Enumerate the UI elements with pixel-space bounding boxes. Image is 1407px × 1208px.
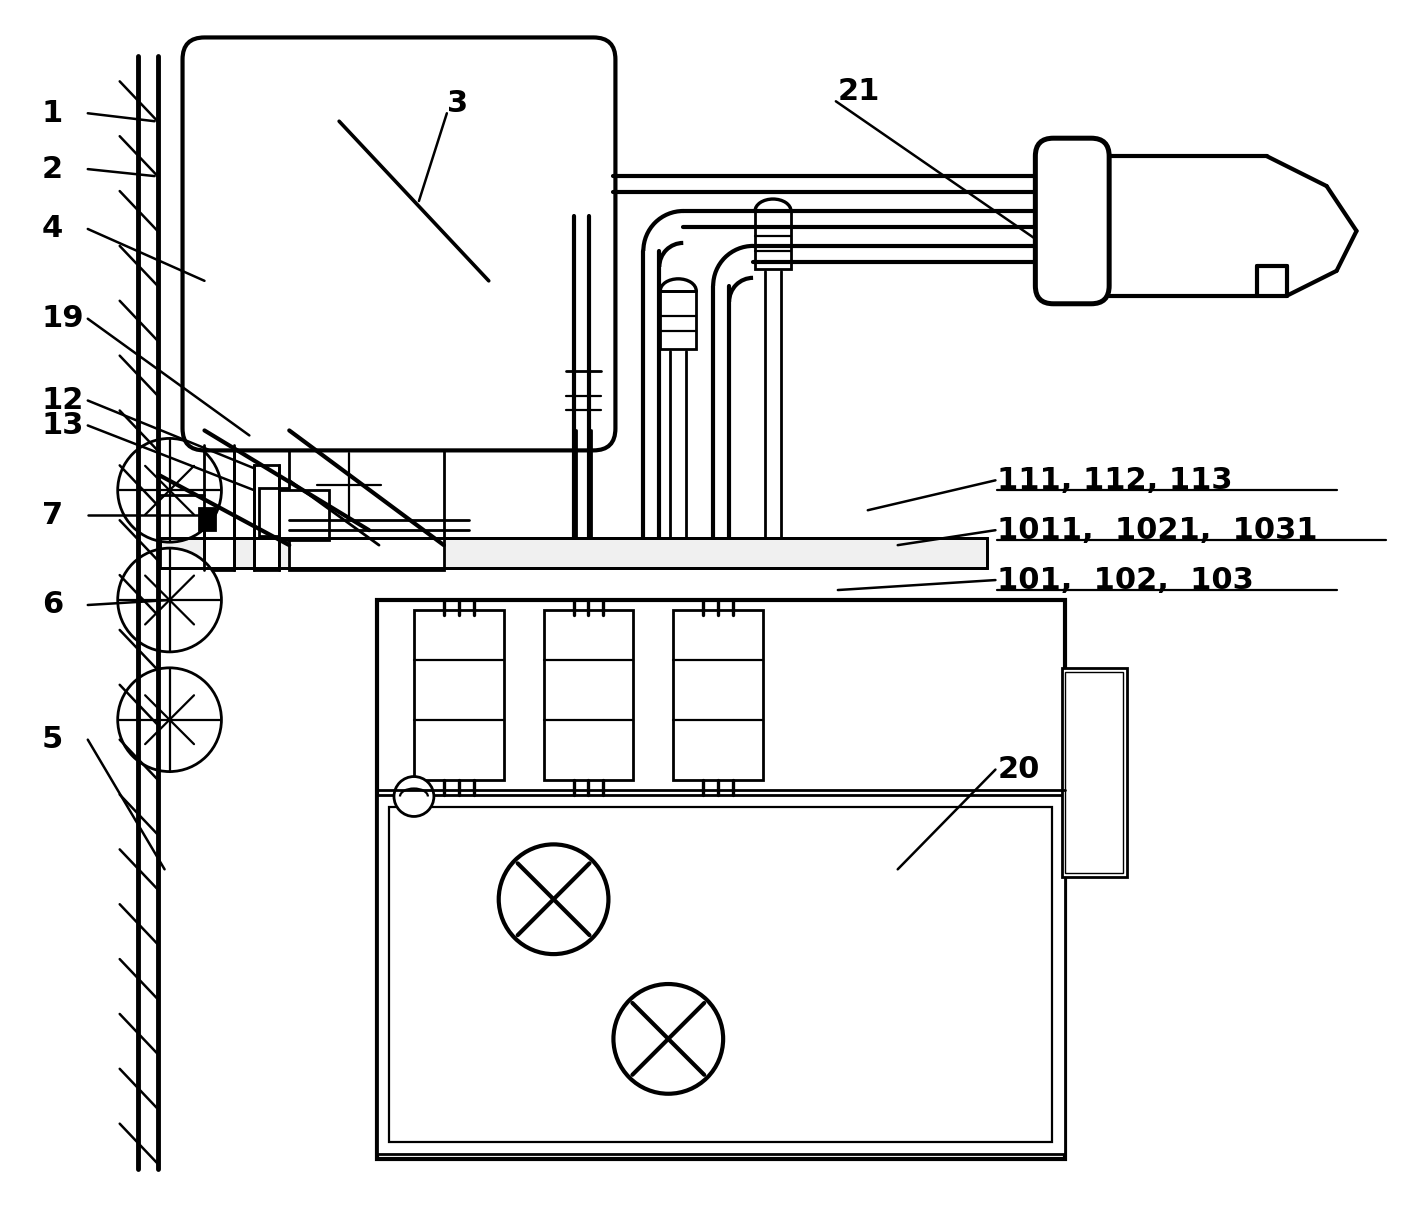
Bar (674, 610, 763, 779)
Bar (1062, 668, 1127, 877)
Bar (414, 610, 504, 779)
Text: 19: 19 (42, 304, 84, 333)
Circle shape (118, 439, 221, 542)
Bar (159, 539, 988, 568)
FancyBboxPatch shape (183, 37, 615, 451)
Bar (377, 600, 1065, 1158)
Circle shape (498, 844, 608, 954)
FancyBboxPatch shape (1036, 138, 1109, 303)
Text: 5: 5 (42, 725, 63, 754)
Circle shape (394, 777, 433, 817)
Bar (200, 509, 215, 530)
Text: 21: 21 (837, 77, 881, 106)
Bar (255, 465, 279, 570)
Circle shape (118, 668, 221, 772)
Bar (290, 430, 443, 570)
Text: 1: 1 (42, 99, 63, 128)
Circle shape (317, 453, 381, 517)
Text: 13: 13 (42, 411, 84, 440)
Bar (279, 490, 329, 540)
Text: 1011,  1021,  1031: 1011, 1021, 1031 (998, 516, 1318, 545)
Bar (259, 488, 314, 536)
Bar (756, 211, 791, 269)
Bar (1065, 672, 1123, 873)
Text: 12: 12 (42, 387, 84, 416)
Text: 7: 7 (42, 501, 63, 530)
Bar (204, 446, 235, 570)
Text: 4: 4 (42, 215, 63, 244)
Bar (388, 807, 1052, 1142)
Text: 111, 112, 113: 111, 112, 113 (998, 466, 1233, 495)
Text: 20: 20 (998, 755, 1040, 784)
Bar (566, 371, 601, 429)
Bar (543, 610, 633, 779)
Bar (660, 291, 696, 349)
Text: 6: 6 (42, 591, 63, 620)
Text: 101,  102,  103: 101, 102, 103 (998, 565, 1254, 594)
Text: 2: 2 (42, 155, 63, 184)
Circle shape (613, 985, 723, 1093)
Text: 3: 3 (447, 88, 469, 118)
Circle shape (118, 548, 221, 652)
Bar (377, 795, 1065, 1154)
